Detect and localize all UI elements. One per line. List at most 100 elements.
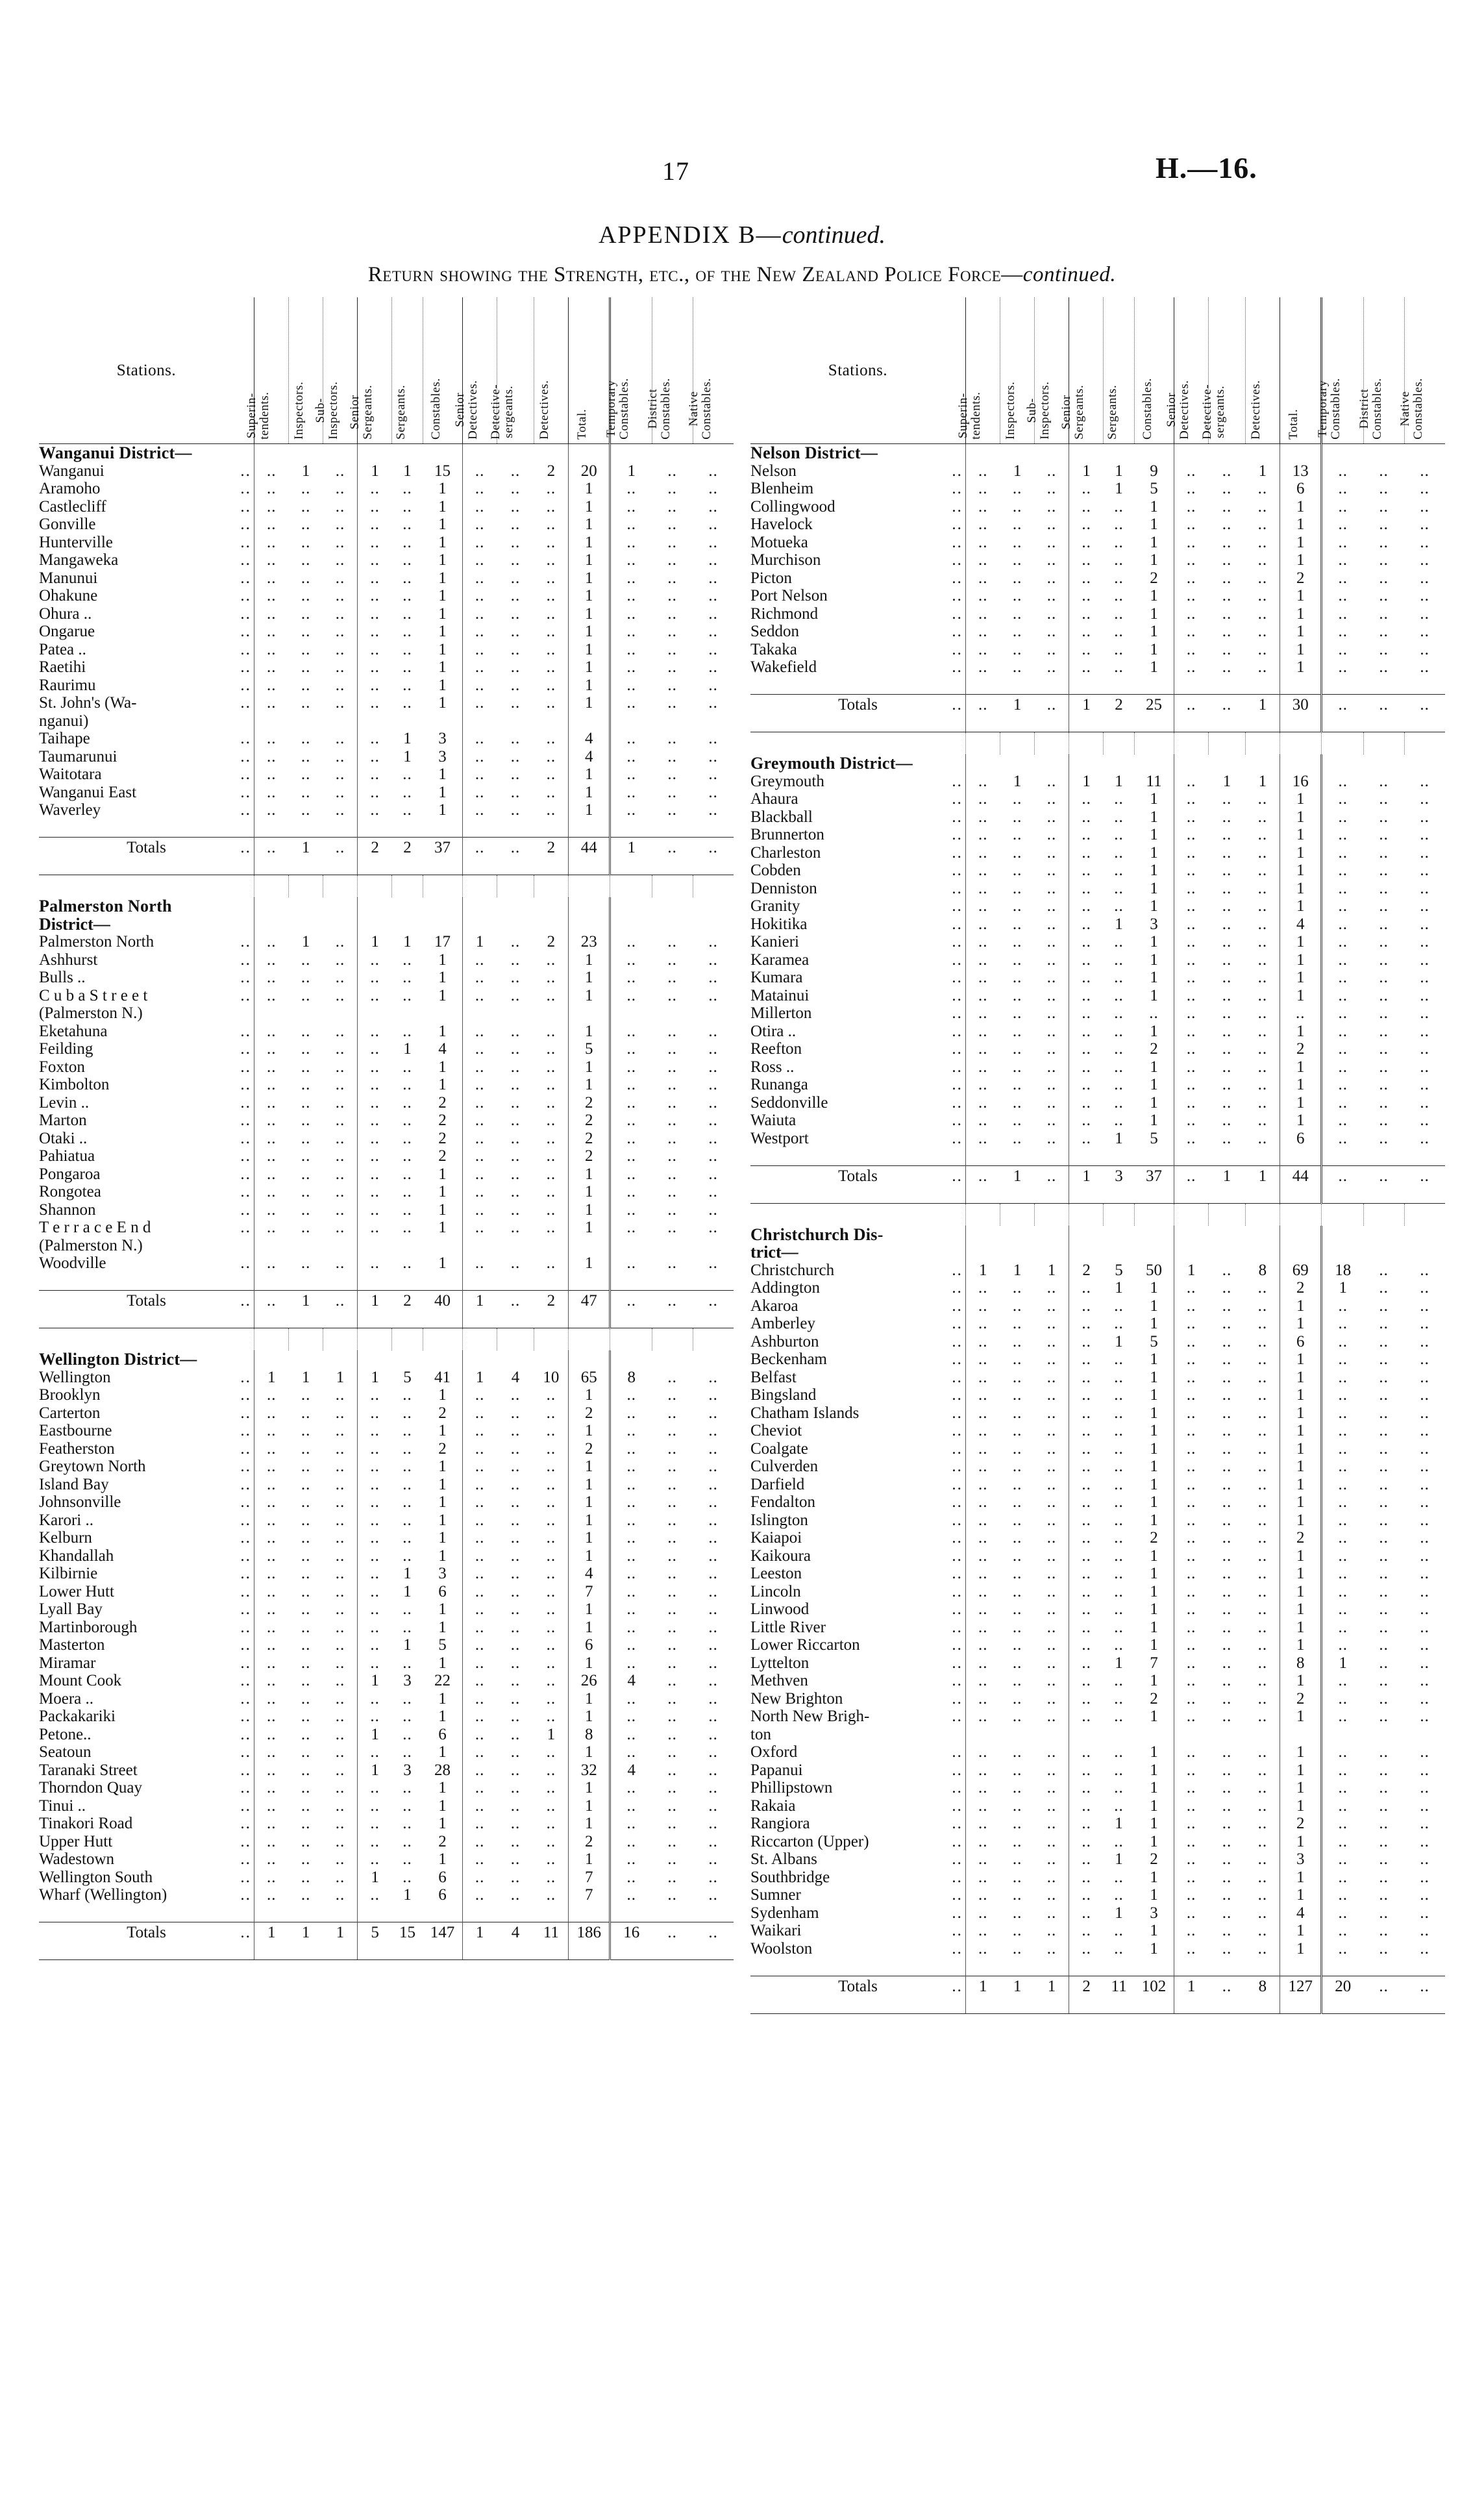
cell-constables: 1 xyxy=(1150,1315,1158,1332)
cell-detectives: 2 xyxy=(547,933,556,951)
cell-superintendents: .. xyxy=(253,1832,289,1850)
cell-senior-sergeants: .. xyxy=(1069,497,1104,516)
table-row: Eketahuna............ 1...... 1...... xyxy=(39,1022,734,1040)
table-row: Thorndon Quay............ 1...... 1...... xyxy=(39,1779,734,1797)
cell-native-constables: .. xyxy=(1420,1565,1429,1582)
cell-constables: 1 xyxy=(438,1815,447,1832)
gap-cell xyxy=(39,1904,254,1922)
cell-detective-sergeants: .. xyxy=(1222,533,1232,551)
cell-senior-sergeants: .. xyxy=(1069,933,1104,951)
cell-district-constables: .. xyxy=(667,604,677,623)
cell-senior-sergeants xyxy=(1069,1225,1104,1243)
cell-senior-detectives: .. xyxy=(462,951,497,969)
cell-native-constables: .. xyxy=(1420,1332,1429,1350)
spacer-cell xyxy=(462,875,497,897)
cell-constables: 1 xyxy=(1150,1708,1158,1725)
cell-sub-inspectors: .. xyxy=(1046,1386,1057,1404)
table-row: Wadestown............ 1...... 1...... xyxy=(39,1850,734,1869)
cell-senior-sergeants: .. xyxy=(357,801,392,819)
table-row: Eastbourne............ 1...... 1...... xyxy=(39,1422,734,1440)
cell-superintendents: .. xyxy=(965,1475,1000,1493)
table-row: Mount Cook........ 1 3 22...... 26 4.... xyxy=(39,1672,734,1690)
cell-senior-detectives: .. xyxy=(462,1672,497,1690)
rule-cell xyxy=(750,1185,966,1204)
cell-detective-sergeants: .. xyxy=(1222,1076,1232,1093)
cell-temporary-constables: .. xyxy=(1320,951,1364,969)
cell-senior-detectives xyxy=(1173,714,1209,732)
cell-senior-sergeants: 2 xyxy=(357,837,392,857)
cell-inspectors: .. xyxy=(301,497,311,516)
cell-constables: 102 xyxy=(1134,1975,1174,1995)
cell-total: 2 xyxy=(568,1147,610,1165)
table-row: C u b a S t r e e t............ 1...... 1.… xyxy=(39,986,734,1004)
cell-sergeants: .. xyxy=(402,1219,412,1236)
cell-detectives: .. xyxy=(546,1547,556,1565)
cell-total: 1 xyxy=(568,551,610,569)
table-row: Granity............ 1...... 1...... xyxy=(750,897,1445,915)
cell-detective-sergeants: .. xyxy=(1222,551,1232,569)
cell-detective-sergeants: .. xyxy=(1222,1261,1232,1279)
cell-detective-sergeants: .. xyxy=(510,1708,521,1725)
cell-senior-detectives: .. xyxy=(462,1779,497,1797)
cell-senior-sergeants: .. xyxy=(357,1404,392,1422)
cell-district-constables: .. xyxy=(667,533,677,551)
cell-native-constables: .. xyxy=(1420,1112,1429,1129)
cell-constables: 1 xyxy=(1150,808,1158,826)
cell-sergeants: .. xyxy=(1114,587,1124,604)
cell-total: 1 xyxy=(1280,1315,1322,1333)
cell-inspectors: .. xyxy=(1012,1547,1022,1565)
spacer-cell xyxy=(288,1328,323,1350)
cell-temporary-constables xyxy=(609,819,652,838)
station-name: Reefton.. xyxy=(750,1040,963,1058)
cell-total xyxy=(1280,714,1322,732)
cell-senior-detectives: .. xyxy=(1173,879,1209,897)
cell-constables: 2 xyxy=(1150,1689,1158,1708)
cell-detective-sergeants: .. xyxy=(1222,1708,1232,1725)
cell-detectives: .. xyxy=(546,1475,556,1493)
cell-detective-sergeants: .. xyxy=(1222,1832,1232,1850)
cell-constables: 28 xyxy=(434,1761,451,1779)
cell-sergeants: .. xyxy=(402,951,412,969)
cell-detective-sergeants xyxy=(1208,677,1245,695)
totals-rule-row xyxy=(750,1185,1445,1204)
cell-detective-sergeants: .. xyxy=(1222,1350,1232,1368)
col-header-senior-sergeants: Senior Sergeants. xyxy=(1060,297,1104,444)
cell-native-constables: .. xyxy=(1420,497,1429,516)
cell-detectives xyxy=(534,1904,569,1922)
totals-rule-row xyxy=(39,1310,734,1328)
cell-temporary-constables: .. xyxy=(609,1076,652,1094)
cell-sergeants: .. xyxy=(1114,1076,1124,1093)
cell-total: 1 xyxy=(568,694,610,712)
cell-sergeants: .. xyxy=(402,1529,412,1547)
cell-total xyxy=(1280,754,1322,773)
cell-total: 2 xyxy=(568,1832,610,1850)
cell-senior-detectives: 1 xyxy=(1173,1975,1209,1995)
cell-temporary-constables xyxy=(609,443,652,462)
cell-senior-sergeants xyxy=(357,443,392,462)
cell-detectives: .. xyxy=(546,951,556,969)
cell-senior-detectives: .. xyxy=(1173,1547,1209,1565)
cell-senior-sergeants: .. xyxy=(357,1636,392,1654)
cell-temporary-constables: .. xyxy=(1320,1886,1364,1904)
cell-superintendents: .. xyxy=(253,1404,289,1422)
cell-sub-inspectors: .. xyxy=(1046,1458,1057,1475)
cell-sergeants: 1 xyxy=(403,747,412,765)
cell-superintendents: .. xyxy=(965,808,1000,826)
cell-senior-sergeants: .. xyxy=(1069,1368,1104,1386)
cell-detective-sergeants xyxy=(497,1310,534,1328)
cell-inspectors: .. xyxy=(301,1689,311,1708)
station-name: Brooklyn.. xyxy=(39,1386,251,1404)
cell-total: 1 xyxy=(1280,1797,1322,1815)
cell-detectives: .. xyxy=(546,516,556,533)
table-row: Pahiatua............ 2...... 2...... xyxy=(39,1147,734,1165)
cell-sergeants: 1 xyxy=(403,1886,412,1904)
cell-detective-sergeants: .. xyxy=(1222,1547,1232,1565)
leader-dots: .. xyxy=(952,1386,963,1404)
cell-total: 1 xyxy=(1280,1547,1322,1565)
cell-inspectors: .. xyxy=(301,1422,311,1439)
cell-inspectors: .. xyxy=(1012,951,1022,969)
cell-constables: 1 xyxy=(438,1600,447,1618)
cell-native-constables: .. xyxy=(708,1022,718,1040)
cell-senior-detectives xyxy=(1173,1958,1209,1976)
cell-temporary-constables: .. xyxy=(609,1743,652,1761)
